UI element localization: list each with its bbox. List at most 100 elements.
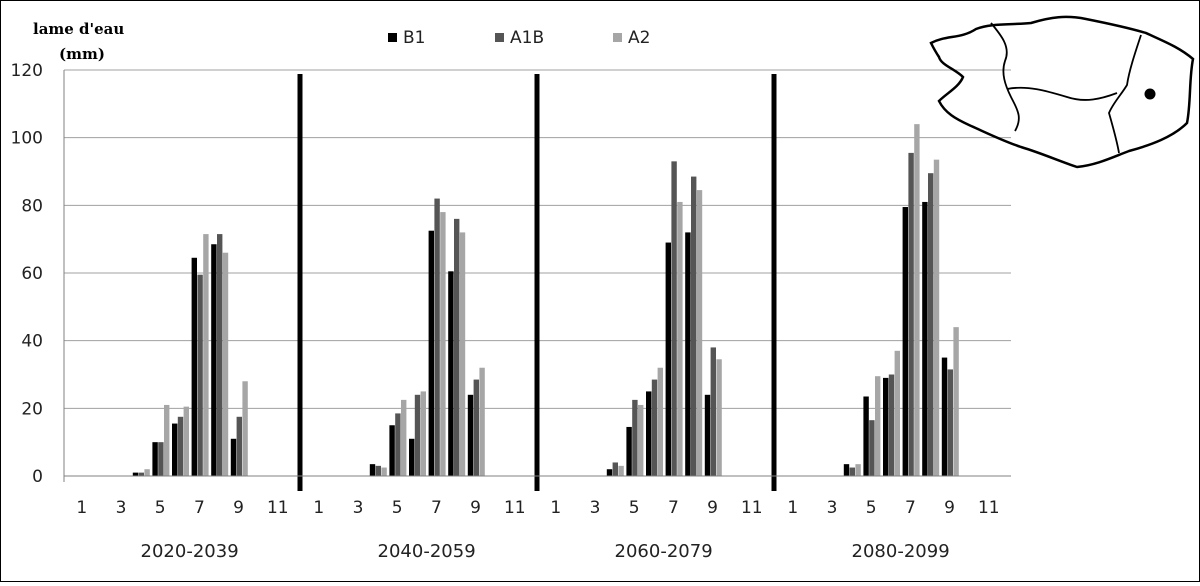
bar-a2-2080-2099 [855, 464, 861, 476]
bar-a1b-2080-2099 [849, 467, 855, 476]
x-tick-label: 7 [431, 498, 442, 518]
bar-a2-2040-2059 [479, 367, 485, 476]
bar-b1-2060-2079 [606, 469, 613, 476]
y-label-line: (mm) [59, 45, 105, 63]
x-tick-label: 9 [470, 498, 481, 518]
bar-b1-2060-2079 [646, 391, 652, 476]
bar-b1-2040-2059 [428, 230, 434, 476]
bar-b1-2040-2059 [448, 271, 454, 476]
bar-a1b-2080-2099 [869, 420, 875, 476]
bar-a2-2020-2039 [242, 381, 248, 476]
bar-b1-2080-2099 [883, 377, 889, 476]
bar-a2-2080-2099 [933, 159, 940, 477]
inset-map [929, 15, 1195, 169]
x-tick-label: 1 [787, 498, 798, 518]
bars [132, 124, 959, 477]
bar-b1-2060-2079 [665, 242, 671, 476]
period-label: 2040-2059 [378, 541, 476, 562]
bar-a1b-2060-2079 [612, 462, 618, 476]
bar-a1b-2020-2039 [197, 274, 203, 476]
bar-a2-2060-2079 [657, 367, 663, 476]
x-tick-label: 7 [905, 498, 916, 518]
bar-a1b-2060-2079 [671, 161, 677, 476]
period-dividers [297, 74, 777, 491]
x-tick-label: 3 [116, 498, 127, 518]
bar-a1b-2020-2039 [158, 442, 164, 476]
bar-a1b-2020-2039 [138, 472, 144, 476]
location-dot-icon [1144, 88, 1156, 100]
bar-a1b-2040-2059 [395, 413, 401, 476]
bar-a2-2020-2039 [164, 404, 170, 476]
bar-b1-2020-2039 [211, 244, 217, 476]
x-tick-label: 9 [944, 498, 955, 518]
bar-a2-2060-2079 [638, 404, 644, 476]
period-label: 2060-2079 [615, 541, 713, 562]
bar-a2-2080-2099 [914, 124, 920, 476]
bar-a2-2060-2079 [716, 359, 722, 476]
bar-a1b-2060-2079 [651, 379, 658, 476]
bar-a2-2040-2059 [440, 212, 446, 476]
bar-a2-2020-2039 [183, 406, 189, 476]
period-label: 2020-2039 [141, 541, 239, 562]
x-tick-label: 1 [76, 498, 87, 518]
bar-a1b-2060-2079 [632, 399, 638, 476]
period-label: 2080-2099 [852, 541, 950, 562]
bar-b1-2060-2079 [685, 232, 691, 476]
bar-b1-2040-2059 [369, 464, 376, 476]
bar-b1-2040-2059 [389, 425, 395, 476]
bar-b1-2060-2079 [626, 426, 632, 476]
bar-b1-2080-2099 [941, 357, 948, 476]
legend: B1 A1B A2 [388, 28, 650, 48]
bar-a1b-2040-2059 [375, 465, 381, 476]
bar-a2-2060-2079 [618, 465, 624, 476]
bar-a2-2080-2099 [875, 376, 881, 476]
map-region-border [1006, 86, 1118, 101]
legend-label-a2: A2 [628, 28, 650, 48]
x-tick-label: 5 [392, 498, 403, 518]
bar-a1b-2040-2059 [414, 394, 421, 476]
y-tick-label: 40 [21, 332, 43, 352]
bar-a2-2060-2079 [677, 201, 683, 476]
bar-a1b-2020-2039 [217, 234, 223, 476]
x-tick-label: 11 [504, 498, 526, 518]
y-tick-label: 100 [11, 129, 43, 149]
legend-swatch-b1 [388, 33, 397, 42]
map-outline [929, 15, 1195, 169]
bar-b1-2020-2039 [132, 472, 139, 476]
x-tick-label: 3 [353, 498, 364, 518]
x-tick-label: 1 [550, 498, 561, 518]
x-tick-label: 3 [590, 498, 601, 518]
bar-a1b-2080-2099 [888, 374, 895, 476]
x-tick-label: 9 [233, 498, 244, 518]
y-label-line: lame d'eau [33, 20, 124, 38]
y-tick-label: 20 [21, 399, 43, 419]
bar-b1-2020-2039 [152, 442, 158, 476]
bar-b1-2020-2039 [191, 257, 197, 476]
bar-b1-2020-2039 [172, 423, 178, 476]
bar-a2-2020-2039 [144, 469, 150, 476]
x-tick-label: 1 [313, 498, 324, 518]
y-axis: 0 20 40 60 80 100 120 [11, 61, 65, 487]
y-tick-label: 0 [32, 467, 43, 487]
bar-a2-2020-2039 [222, 252, 229, 476]
bar-a2-2060-2079 [696, 190, 703, 476]
bar-a1b-2040-2059 [473, 379, 479, 476]
bar-a1b-2040-2059 [434, 198, 440, 477]
x-tick-label: 5 [629, 498, 640, 518]
bar-b1-2020-2039 [230, 438, 237, 476]
legend-label-b1: B1 [403, 28, 425, 48]
x-tick-label: 9 [707, 498, 718, 518]
bar-b1-2040-2059 [467, 394, 474, 476]
bar-b1-2080-2099 [902, 207, 908, 476]
legend-swatch-a2 [613, 33, 622, 42]
bar-b1-2060-2079 [704, 394, 711, 476]
bar-a2-2040-2059 [381, 467, 387, 476]
legend-label-a1b: A1B [510, 28, 544, 48]
y-tick-label: 120 [11, 61, 43, 81]
x-tick-label: 5 [155, 498, 166, 518]
map-region-border [1108, 34, 1142, 154]
bar-a1b-2040-2059 [454, 218, 460, 476]
bar-a2-2040-2059 [401, 399, 407, 476]
